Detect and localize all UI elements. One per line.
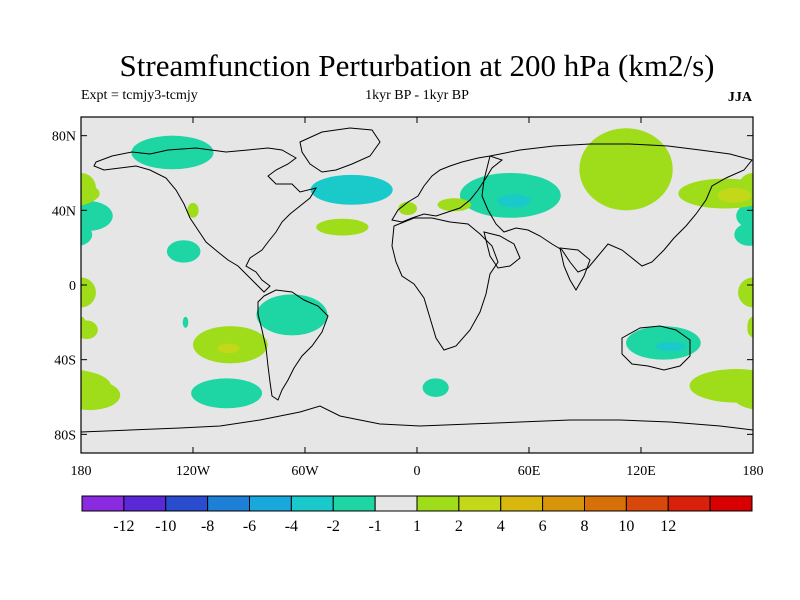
- colorbar-label: -4: [285, 518, 298, 535]
- anomaly-region: [191, 378, 263, 409]
- axis-ticks: 80N 40N 0 40S 80S 180 120W 60W 0 60E 120E 180: [52, 117, 764, 479]
- anomaly-region: [166, 240, 201, 263]
- anomaly-region: [736, 201, 753, 231]
- lon-tick-label: 180: [71, 464, 92, 479]
- anomaly-region: [316, 218, 369, 236]
- colorbar-label: 10: [618, 518, 634, 535]
- colorbar-swatch: [249, 495, 292, 512]
- anomaly-region: [81, 223, 93, 246]
- anomaly-region: [655, 341, 686, 352]
- anomaly-region: [717, 187, 752, 203]
- anomaly-region: [256, 294, 328, 336]
- anomaly-region: [398, 201, 417, 215]
- colorbar-label: -2: [327, 518, 340, 535]
- lon-tick-label: 60W: [291, 464, 319, 479]
- lon-tick-label: 120E: [626, 464, 656, 479]
- colorbar-swatch: [207, 495, 250, 512]
- colorbar-swatch: [667, 495, 711, 512]
- colorbar-label: -6: [243, 518, 256, 535]
- coastline-south-america: [257, 289, 329, 401]
- coastline-africa: [391, 217, 499, 351]
- lon-tick-label: 180: [743, 464, 764, 479]
- anomaly-region: [422, 378, 449, 397]
- anomaly-region: [734, 223, 753, 246]
- anomaly-region: [331, 181, 362, 195]
- anomaly-region: [81, 181, 100, 206]
- anomaly-region: [437, 198, 472, 212]
- colorbar-swatch: [123, 495, 167, 512]
- colorbar-label: -1: [368, 518, 381, 535]
- lat-tick-label: 40S: [54, 354, 76, 369]
- anomaly-region: [81, 370, 111, 402]
- anomaly-contours: [81, 128, 753, 411]
- lon-tick-label: 60E: [518, 464, 541, 479]
- experiment-label: Expt = tcmjy3-tcmjy: [81, 88, 198, 103]
- colorbar-label: -8: [201, 518, 214, 535]
- anomaly-region: [497, 194, 531, 208]
- colorbar-swatch: [542, 495, 585, 512]
- coastline-europe: [391, 155, 504, 223]
- anomaly-region: [217, 343, 240, 354]
- anomaly-region: [182, 316, 189, 328]
- anomaly-region: [187, 202, 199, 218]
- colorbar-label: 1: [413, 518, 421, 535]
- anomaly-region: [81, 316, 87, 336]
- anomaly-region: [81, 320, 98, 340]
- colorbar-swatch: [625, 495, 669, 512]
- anomaly-region: [747, 316, 753, 336]
- colorbar-swatch: [332, 495, 376, 512]
- lon-tick-label: 0: [414, 464, 421, 479]
- colorbar-label: -12: [113, 518, 134, 535]
- lat-tick-label: 80N: [52, 130, 76, 145]
- plot-title: Streamfunction Perturbation at 200 hPa (…: [120, 48, 715, 83]
- colorbar-label: 6: [539, 518, 547, 535]
- coastline-arabia: [483, 231, 521, 269]
- colorbar: -12 -10 -8 -6 -4 -2 -1 1 2 4 6 8 10 12: [81, 495, 753, 535]
- anomaly-region: [739, 281, 753, 304]
- coastline-antarctica: [81, 405, 753, 433]
- season-label: JJA: [728, 90, 753, 105]
- coastlines: [81, 127, 753, 433]
- colorbar-swatch: [81, 495, 125, 512]
- colorbar-label: 8: [581, 518, 589, 535]
- coastline-north-america: [93, 147, 318, 293]
- lat-tick-label: 40N: [52, 204, 76, 219]
- lat-tick-label: 0: [69, 279, 76, 294]
- colorbar-swatch: [165, 495, 209, 512]
- coastline-greenland: [299, 127, 381, 173]
- coastline-asia: [481, 143, 753, 273]
- anomaly-region: [689, 369, 753, 403]
- anomaly-region: [131, 135, 214, 170]
- anomaly-region: [81, 282, 87, 303]
- colorbar-swatch: [500, 495, 544, 512]
- colorbar-label: -10: [155, 518, 176, 535]
- anomaly-region: [81, 201, 113, 231]
- colorbar-swatch: [416, 495, 460, 512]
- anomaly-region: [579, 128, 673, 211]
- colorbar-label: 12: [660, 518, 676, 535]
- colorbar-swatch: [584, 495, 627, 512]
- colorbar-swatch: [290, 495, 334, 512]
- map-panel: 80N 40N 0 40S 80S 180 120W 60W 0 60E 120E 180: [52, 116, 764, 479]
- period-label: 1kyr BP - 1kyr BP: [365, 88, 469, 103]
- colorbar-swatch: [458, 495, 502, 512]
- lat-tick-label: 80S: [54, 428, 76, 443]
- colorbar-swatch: [709, 495, 753, 512]
- colorbar-swatch: [374, 495, 418, 512]
- lon-tick-label: 120W: [176, 464, 211, 479]
- colorbar-label: 2: [455, 518, 463, 535]
- coastline-india: [559, 247, 591, 291]
- coastline-australia: [621, 325, 691, 371]
- colorbar-label: 4: [497, 518, 505, 535]
